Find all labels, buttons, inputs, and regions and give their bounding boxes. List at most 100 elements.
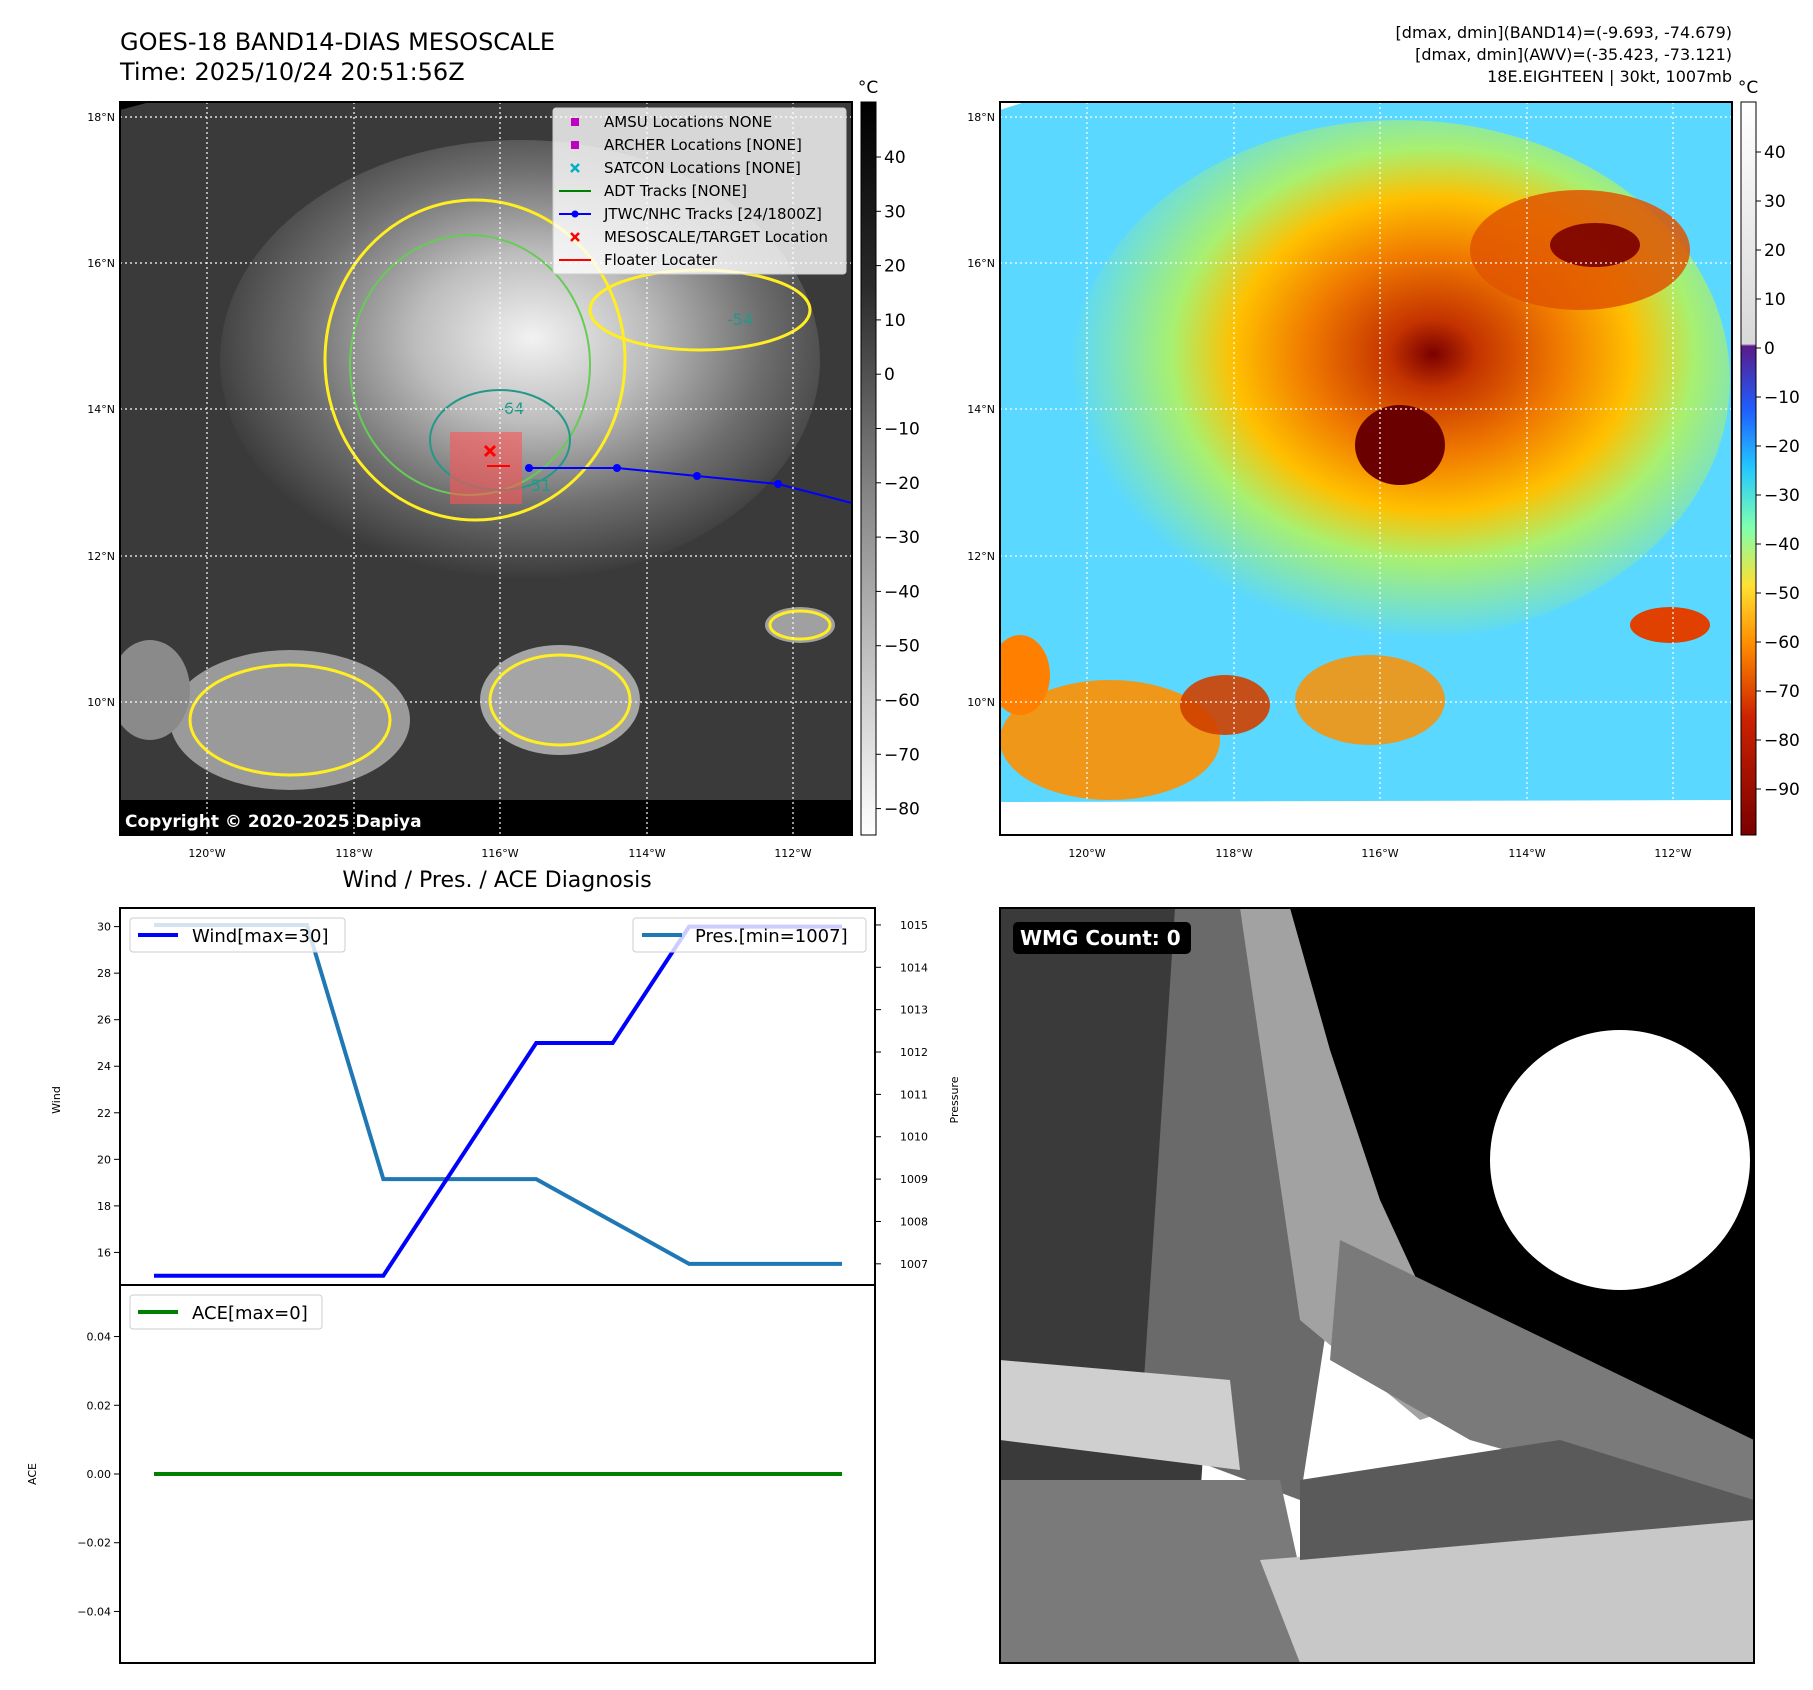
pressure-tick-label: 1015	[900, 919, 928, 932]
pressure-tick-label: 1011	[900, 1088, 928, 1101]
colorbar-tick-label: −60	[1764, 633, 1800, 653]
colorbar-tick-label: −30	[884, 528, 920, 548]
ace-tick-label: −0.04	[77, 1605, 111, 1618]
track-point	[525, 464, 533, 472]
lon-tick-label: 114°W	[628, 847, 665, 860]
map-legend: AMSU Locations NONE ARCHER Locations [NON…	[552, 107, 847, 275]
copyright-text: Copyright © 2020-2025 Dapiya	[125, 812, 422, 832]
pressure-tick-label: 1009	[900, 1173, 928, 1186]
contour-label-54: -54	[727, 310, 753, 329]
track-point	[613, 464, 621, 472]
wind-tick-label: 26	[97, 1014, 111, 1027]
lat-tick-label: 10°N	[87, 696, 115, 709]
lon-tick-label: 120°W	[188, 847, 225, 860]
colorbar-tick-label: −50	[884, 637, 920, 657]
legend-item: SATCON Locations [NONE]	[570, 159, 801, 177]
colorbar-tick-label: 30	[884, 202, 906, 222]
colorbar-tick-label: 20	[884, 257, 906, 277]
pressure-tick-label: 1008	[900, 1215, 928, 1228]
pressure-axis-label: Pressure	[948, 1076, 961, 1123]
lon-tick-label: 116°W	[481, 847, 518, 860]
lon-tick-label: 112°W	[1654, 847, 1691, 860]
colorbar-tick-label: −80	[1764, 731, 1800, 751]
colorbar-tick-label: 0	[884, 365, 895, 385]
colorbar-tick-label: −10	[884, 420, 920, 440]
colorbar-tick-label: 10	[1764, 290, 1786, 310]
legend-label: Floater Locater	[604, 251, 718, 269]
colorbar-tick-label: −70	[1764, 682, 1800, 702]
lat-tick-label: 12°N	[87, 550, 115, 563]
ace-legend-label: ACE[max=0]	[192, 1303, 308, 1324]
legend-label: ARCHER Locations [NONE]	[604, 136, 802, 154]
stats-awv: [dmax, dmin](AWV)=(-35.423, -73.121)	[1415, 45, 1732, 64]
lon-tick-label: 118°W	[335, 847, 372, 860]
legend-square-icon	[571, 118, 579, 126]
legend-item: ADT Tracks [NONE]	[559, 182, 747, 200]
colorbar-tick-label: −30	[1764, 486, 1800, 506]
lat-tick-label: 16°N	[87, 257, 115, 270]
colorbar-tick-label: 30	[1764, 192, 1786, 212]
lon-tick-label: 114°W	[1508, 847, 1545, 860]
ace-chart: −0.04 −0.02 0.00 0.02 0.04 ACE[max=0] ACE	[26, 1284, 876, 1664]
lon-tick-label: 118°W	[1215, 847, 1252, 860]
awv-map-gridlines	[1000, 102, 1732, 835]
ace-legend: ACE[max=0]	[129, 1294, 323, 1330]
lon-tick-label: 112°W	[774, 847, 811, 860]
track-point	[774, 480, 782, 488]
contour-label-51: -51	[525, 476, 551, 495]
lat-tick-label: 12°N	[967, 550, 995, 563]
wmg-count-text: WMG Count: 0	[1020, 926, 1181, 950]
colorbar-unit-2: °C	[1738, 78, 1758, 98]
jtwc-track	[525, 464, 852, 504]
lat-tick-label: 14°N	[967, 403, 995, 416]
lon-tick-label: 120°W	[1068, 847, 1105, 860]
pressure-tick-label: 1012	[900, 1046, 928, 1059]
wind-tick-label: 16	[97, 1246, 111, 1259]
lat-tick-label: 14°N	[87, 403, 115, 416]
ace-tick-label: 0.04	[87, 1331, 112, 1344]
wind-tick-label: 24	[97, 1060, 111, 1073]
legend-x-icon	[570, 232, 580, 242]
wind-tick-label: 22	[97, 1107, 111, 1120]
colorbar-tick-label: −60	[884, 691, 920, 711]
legend-item: JTWC/NHC Tracks [24/1800Z]	[559, 205, 822, 223]
legend-label: SATCON Locations [NONE]	[604, 159, 801, 177]
legend-label: MESOSCALE/TARGET Location	[604, 228, 828, 246]
legend-item: Floater Locater	[559, 251, 718, 269]
figure-time: Time: 2025/10/24 20:51:56Z	[119, 58, 465, 86]
pressure-tick-label: 1010	[900, 1131, 928, 1144]
colorbar-tick-label: −70	[884, 745, 920, 765]
colorbar-tick-label: −20	[884, 474, 920, 494]
wind-legend: Wind[max=30]	[129, 917, 346, 953]
colorbar-unit: °C	[858, 78, 878, 98]
track-point	[693, 472, 701, 480]
colorbar-tick-label: −50	[1764, 584, 1800, 604]
ace-tick-label: 0.02	[87, 1399, 112, 1412]
wind-tick-label: 18	[97, 1200, 111, 1213]
colorbar-tick-label: 40	[884, 148, 906, 168]
ace-axis-label: ACE	[26, 1463, 39, 1485]
wmg-count-badge	[1013, 922, 1191, 954]
legend-item: MESOSCALE/TARGET Location	[570, 228, 828, 246]
colorbar-tick-label: −90	[1764, 780, 1800, 800]
stats-band14: [dmax, dmin](BAND14)=(-9.693, -74.679)	[1396, 23, 1732, 42]
wind-pressure-chart: 16 18 20 22 24 26 28 30 1007 1008 1009 1010 1011 1012…	[50, 907, 961, 1286]
ir-map-panel: -64 -54 -51 Copyright © 2020-2025 Dapiya…	[119, 101, 853, 836]
wind-tick-label: 28	[97, 967, 111, 980]
colorbar-tick-label: −40	[884, 582, 920, 602]
lat-tick-label: 18°N	[967, 111, 995, 124]
map-axis-labels: 18°N 16°N 14°N 12°N 10°N 120°W 118°W 116°W 114°W…	[87, 111, 1692, 860]
storm-info: 18E.EIGHTEEN | 30kt, 1007mb	[1487, 67, 1732, 86]
legend-label: ADT Tracks [NONE]	[604, 182, 747, 200]
pressure-tick-label: 1013	[900, 1004, 928, 1017]
colorbar-tick-label: −20	[1764, 437, 1800, 457]
colorbar-tick-label: 40	[1764, 143, 1786, 163]
ir-colorbar: °C 40 30 20 10 0 −10 −20 −30 −40 −50 −60 −70 −80	[858, 78, 920, 836]
wind-tick-label: 30	[97, 921, 111, 934]
colorbar-tick-label: −10	[1764, 388, 1800, 408]
lat-tick-label: 16°N	[967, 257, 995, 270]
ace-tick-label: 0.00	[87, 1468, 112, 1481]
legend-x-icon	[570, 163, 580, 173]
wind-legend-label: Wind[max=30]	[192, 926, 329, 947]
